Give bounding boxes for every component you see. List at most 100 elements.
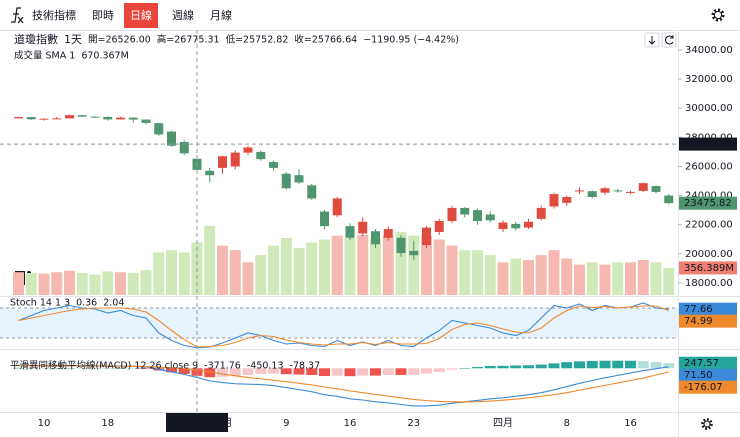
price-tag: [679, 302, 737, 316]
legend-text: 0.36: [76, 298, 97, 309]
time-label: 9: [283, 418, 289, 429]
volume-bar: [484, 255, 496, 295]
legend-text: 2.04: [103, 298, 124, 309]
legend-text: 成交量 SMA 1: [14, 50, 75, 62]
volume-bar: [178, 252, 190, 295]
volume-bar: [344, 238, 356, 295]
indicator-icon[interactable]: [11, 7, 24, 24]
macd-histogram-bar: [127, 368, 139, 369]
candle-body: [396, 237, 406, 254]
price-tag-label: 27534.93: [684, 139, 732, 150]
price-tag-label: 71.50: [684, 370, 713, 381]
volume-bar: [433, 239, 445, 295]
candle-body: [460, 207, 470, 215]
arrow-icon: [648, 36, 656, 45]
macd-histogram-bar: [637, 360, 649, 369]
price-tag-label: 247.57: [684, 358, 719, 369]
candle-body: [39, 118, 49, 120]
price-tick-label: 34000.00: [685, 45, 733, 56]
macd-histogram-bar: [51, 368, 63, 369]
volume-bar: [421, 235, 432, 295]
candle-body: [269, 162, 278, 168]
candle-body: [638, 183, 648, 191]
candle-body: [434, 221, 444, 232]
time-label: 16: [624, 418, 637, 429]
macd-histogram-bar: [306, 368, 318, 375]
volume-bar: [408, 235, 420, 295]
candle-body: [422, 227, 431, 246]
macd-histogram-bar: [344, 368, 356, 377]
price-tag: [679, 261, 737, 275]
volume-bar: [650, 262, 662, 295]
macd-histogram-bar: [293, 368, 305, 375]
price-tick-label: 22000.00: [685, 220, 733, 231]
volume-bar: [459, 250, 471, 295]
macd-histogram-bar: [561, 362, 573, 369]
volume-bar: [229, 250, 241, 295]
macd-histogram-bar: [459, 368, 471, 369]
macd-histogram-bar: [599, 360, 611, 369]
volume-bar: [217, 245, 228, 295]
gear-body: [713, 10, 723, 20]
price-tag-label: 23475.82: [684, 198, 732, 209]
time-label: 8: [564, 418, 570, 429]
legend-text: -78.37: [290, 361, 321, 372]
macd-histogram-bar: [178, 368, 190, 374]
volume-bar: [574, 264, 585, 295]
gear-teeth: [711, 8, 725, 22]
macd-histogram-bar: [395, 368, 407, 375]
refresh-button[interactable]: [661, 32, 677, 48]
volume-bar: [89, 274, 101, 295]
volume-bar: [472, 250, 483, 295]
macd-line: [18, 365, 669, 403]
volume-bar: [76, 272, 88, 295]
price-tick-label: 24000.00: [685, 191, 733, 202]
toolbar-item[interactable]: 技術指標: [32, 8, 76, 22]
toolbar-item[interactable]: 即時: [92, 9, 114, 22]
button-frame: [661, 32, 677, 48]
candle-body: [256, 151, 266, 160]
candle-body: [294, 175, 304, 183]
volume-bar: [13, 272, 24, 295]
scroll-down-button[interactable]: [644, 32, 660, 48]
candle-body: [498, 222, 508, 230]
candle-body: [575, 190, 584, 192]
toolbar-item[interactable]: 週線: [172, 8, 194, 22]
stoch-line: [18, 305, 669, 348]
volume-bar: [586, 262, 598, 295]
candle-body: [613, 190, 623, 192]
crosshair-date-box: [166, 413, 228, 432]
candle-body: [651, 186, 661, 192]
macd-histogram-bar: [472, 367, 483, 369]
candle-body: [320, 211, 329, 227]
volume-bar: [535, 255, 547, 295]
macd-histogram-bar: [331, 368, 343, 376]
gear-teeth: [701, 418, 713, 430]
candle-body: [167, 131, 176, 146]
volume-bar: [599, 264, 611, 295]
macd-histogram-bar: [64, 367, 75, 369]
candle-body: [141, 119, 151, 123]
volume-bar: [268, 245, 279, 295]
volume-bar: [280, 238, 292, 295]
macd-histogram-bar: [89, 368, 101, 369]
refresh-icon: [665, 35, 674, 45]
time-settings-icon[interactable]: [701, 418, 713, 430]
price-tick-label: 18000.00: [685, 278, 733, 289]
active-tab: [124, 3, 158, 28]
candle-body: [230, 152, 240, 167]
time-label: 10: [38, 418, 51, 429]
macd-histogram-bar: [446, 368, 458, 370]
volume-bar: [127, 272, 139, 295]
toolbar-item[interactable]: 日線: [130, 8, 152, 22]
legend-text: 開=26526.00: [88, 35, 151, 46]
volume-bar: [115, 272, 126, 295]
candle-body: [332, 198, 342, 216]
toolbar-item[interactable]: 月線: [210, 8, 232, 22]
macd-histogram-bar: [13, 367, 24, 369]
volume-bar: [370, 238, 381, 295]
volume-bar: [102, 271, 114, 295]
settings-icon[interactable]: [711, 8, 725, 22]
volume-bar: [38, 273, 50, 295]
legend-text: 平滑異同移動平均線(MACD) 12 26 close 9: [10, 360, 198, 372]
